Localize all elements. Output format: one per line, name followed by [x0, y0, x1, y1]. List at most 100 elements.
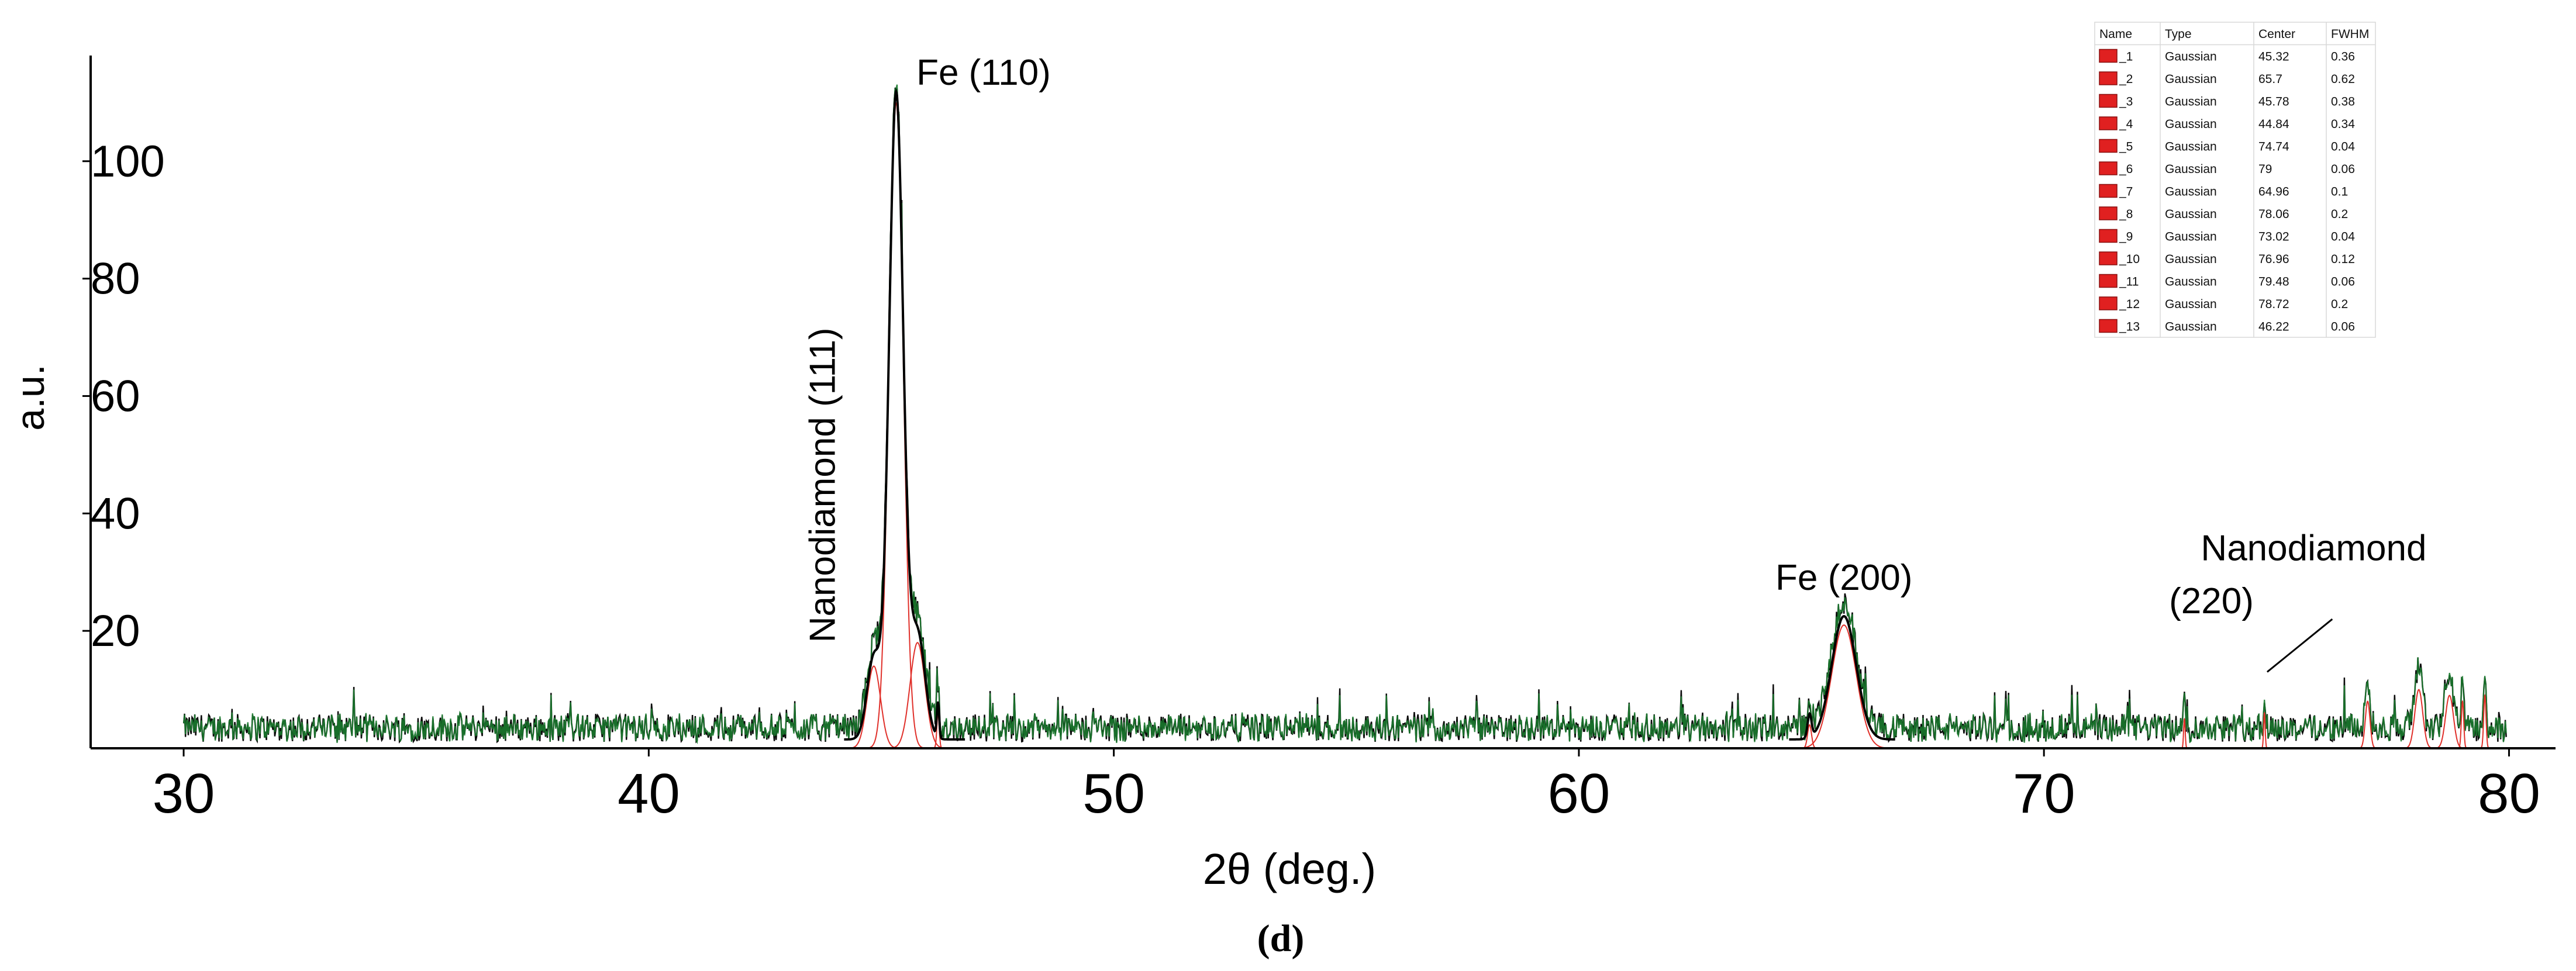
- legend-cell-name: _5: [2119, 140, 2133, 154]
- x-tick-label: 80: [2478, 762, 2540, 825]
- legend-swatch-icon: [2099, 319, 2118, 333]
- legend-cell-name: _4: [2119, 118, 2133, 131]
- x-tick-label: 30: [153, 762, 215, 825]
- legend-cell-fwhm: 0.2: [2331, 298, 2348, 311]
- y-tick-label: 40: [91, 489, 140, 538]
- y-tick-label: 80: [91, 254, 140, 304]
- legend-cell-type: Gaussian: [2165, 185, 2217, 199]
- legend-cell-center: 79.48: [2258, 275, 2289, 289]
- x-axis-title: 2θ (deg.): [1203, 845, 1376, 893]
- annotation-fe-110: Fe (110): [916, 53, 1051, 93]
- legend-swatch-icon: [2099, 296, 2118, 310]
- legend-cell-type: Gaussian: [2165, 163, 2217, 176]
- legend-cell-center: 74.74: [2258, 140, 2289, 154]
- tick-labels: 30 40 50 60 70 80 20 40 60 80 100: [82, 137, 2540, 825]
- legend-cell-fwhm: 0.38: [2331, 95, 2355, 109]
- legend-header-fwhm: FWHM: [2331, 27, 2369, 41]
- legend-cell-center: 73.02: [2258, 230, 2289, 244]
- legend-cell-fwhm: 0.04: [2331, 140, 2355, 154]
- gaussian-peak-11: [2480, 693, 2490, 749]
- gaussian-peak-6: [2457, 700, 2468, 749]
- legend-swatch-icon: [2099, 229, 2118, 243]
- plot-area: [182, 84, 2507, 749]
- legend-header-center: Center: [2258, 27, 2295, 41]
- legend-swatch-icon: [2099, 116, 2118, 130]
- legend-cell-center: 45.32: [2258, 50, 2289, 64]
- legend-cell-type: Gaussian: [2165, 253, 2217, 266]
- legend-cell-name: _3: [2119, 95, 2133, 109]
- x-tick-label: 60: [1548, 762, 1611, 825]
- gaussian-peak-8: [2403, 689, 2435, 749]
- annotation-pointer-line: [2266, 618, 2333, 673]
- legend-cell-fwhm: 0.36: [2331, 50, 2355, 64]
- annotation-nanodiamond: Nanodiamond: [2201, 528, 2426, 569]
- peak-envelope-line: [844, 88, 1895, 741]
- legend-table: Name Type Center FWHM _1 Gaussian 45.32 0.36 _2 G…: [2094, 22, 2376, 338]
- legend-cell-name: _11: [2119, 275, 2139, 289]
- y-axis-title: a.u.: [8, 364, 53, 430]
- y-tick-label: 20: [91, 606, 140, 656]
- legend-swatch-icon: [2099, 71, 2118, 85]
- annotation--220: (220): [2169, 581, 2254, 621]
- legend-swatch-icon: [2099, 49, 2118, 63]
- legend-swatch-icon: [2099, 161, 2118, 175]
- legend-cell-center: 44.84: [2258, 118, 2289, 131]
- y-tick-label: 60: [91, 371, 140, 421]
- gaussian-peak-2: [1795, 624, 1893, 749]
- gaussian-peak-12: [2433, 694, 2465, 749]
- legend-swatch-icon: [2099, 184, 2118, 198]
- cumulative-fit-line: [183, 84, 2507, 744]
- legend-cell-center: 79: [2258, 163, 2272, 176]
- legend-swatch-icon: [2099, 274, 2118, 288]
- axes: [89, 56, 2556, 749]
- legend-cell-type: Gaussian: [2165, 230, 2217, 244]
- legend-cell-name: _6: [2119, 163, 2133, 176]
- legend-cell-center: 78.72: [2258, 298, 2289, 311]
- x-tick-label: 70: [2013, 762, 2075, 825]
- gaussian-peak-3: [887, 641, 948, 749]
- legend-cell-fwhm: 0.34: [2331, 118, 2355, 131]
- legend-cell-center: 65.7: [2258, 72, 2282, 86]
- annotation-fe-200: Fe (200): [1775, 558, 1912, 598]
- legend-swatch-icon: [2099, 94, 2118, 108]
- gaussian-peak-1: [867, 102, 925, 749]
- legend-cell-type: Gaussian: [2165, 118, 2217, 131]
- legend-cell-name: _7: [2119, 185, 2133, 199]
- legend-cell-fwhm: 0.1: [2331, 185, 2348, 199]
- legend-table-frame: [2094, 22, 2376, 338]
- legend-cell-name: _1: [2119, 50, 2133, 64]
- legend-cell-type: Gaussian: [2165, 50, 2217, 64]
- gaussian-peak-4: [847, 665, 901, 749]
- legend-cell-center: 64.96: [2258, 185, 2289, 199]
- legend-cell-type: Gaussian: [2165, 298, 2217, 311]
- legend-swatch-icon: [2099, 206, 2118, 220]
- legend-cell-fwhm: 0.06: [2331, 275, 2355, 289]
- legend-cell-fwhm: 0.04: [2331, 230, 2355, 244]
- legend-cell-type: Gaussian: [2165, 275, 2217, 289]
- legend-header-type: Type: [2165, 27, 2192, 41]
- legend-cell-type: Gaussian: [2165, 140, 2217, 154]
- legend-cell-type: Gaussian: [2165, 95, 2217, 109]
- legend-cell-fwhm: 0.06: [2331, 163, 2355, 176]
- legend-cell-center: 45.78: [2258, 95, 2289, 109]
- annotation-nanodiamond-111: Nanodiamond (111): [802, 327, 843, 642]
- legend-swatch-icon: [2099, 139, 2118, 153]
- legend-cell-name: _9: [2119, 230, 2133, 244]
- legend-swatch-icon: [2099, 251, 2118, 265]
- panel-label: (d): [1257, 917, 1305, 960]
- legend-cell-name: _10: [2119, 253, 2140, 266]
- legend-cell-type: Gaussian: [2165, 208, 2217, 221]
- legend-cell-name: _8: [2119, 208, 2133, 221]
- legend-header-name: Name: [2099, 27, 2132, 41]
- legend-cell-type: Gaussian: [2165, 72, 2217, 86]
- legend-cell-name: _13: [2119, 320, 2140, 334]
- legend-cell-center: 46.22: [2258, 320, 2289, 334]
- x-tick-label: 50: [1082, 762, 1145, 825]
- x-tick-label: 40: [618, 762, 680, 825]
- legend-cell-center: 76.96: [2258, 253, 2289, 266]
- peak-annotations: Fe (110) Nanodiamond (111) Fe (200) Nanodia…: [802, 53, 2426, 673]
- legend-cell-fwhm: 0.12: [2331, 253, 2355, 266]
- legend-cell-name: _12: [2119, 298, 2140, 311]
- legend-cell-fwhm: 0.62: [2331, 72, 2355, 86]
